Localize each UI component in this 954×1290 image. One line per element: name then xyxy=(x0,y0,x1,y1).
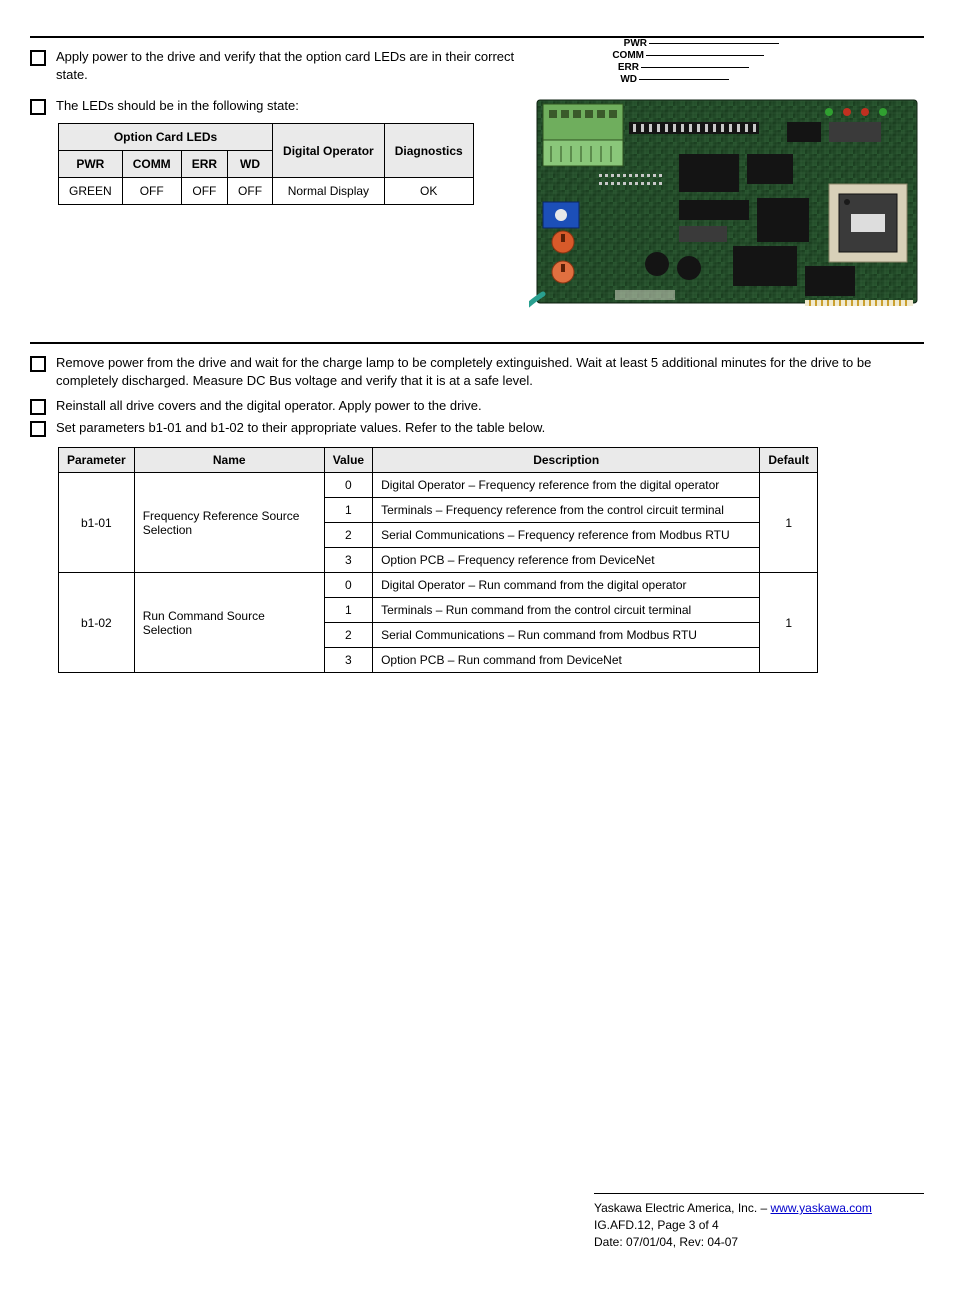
td-diag: OK xyxy=(384,178,473,205)
checkbox-icon[interactable] xyxy=(30,356,46,372)
td-param: b1-02 xyxy=(59,573,135,673)
step-params-text: Set parameters b1-01 and b1-02 to their … xyxy=(56,419,545,437)
td-value: 2 xyxy=(324,523,372,548)
td-name: Run Command Source Selection xyxy=(134,573,324,673)
td-desc: Serial Communications – Run command from… xyxy=(373,623,760,648)
td-name: Frequency Reference Source Selection xyxy=(134,473,324,573)
td-desc: Digital Operator – Frequency reference f… xyxy=(373,473,760,498)
th-default: Default xyxy=(760,448,818,473)
td-comm: OFF xyxy=(122,178,181,205)
th-wd: WD xyxy=(228,151,273,178)
page-footer: Yaskawa Electric America, Inc. – www.yas… xyxy=(30,1193,924,1250)
th-comm: COMM xyxy=(122,151,181,178)
th-led-group: Option Card LEDs xyxy=(59,124,273,151)
td-value: 2 xyxy=(324,623,372,648)
step-removepower-text: Remove power from the drive and wait for… xyxy=(56,354,876,389)
label-err-text: ERR xyxy=(618,62,639,73)
th-diag: Diagnostics xyxy=(384,124,473,178)
footer-link[interactable]: www.yaskawa.com xyxy=(771,1201,872,1215)
td-desc: Terminals – Frequency reference from the… xyxy=(373,498,760,523)
footer-doc: IG.AFD.12, Page 3 of 4 xyxy=(594,1218,719,1232)
td-value: 0 xyxy=(324,573,372,598)
td-value: 1 xyxy=(324,498,372,523)
checkbox-icon[interactable] xyxy=(30,99,46,115)
td-digop: Normal Display xyxy=(273,178,385,205)
label-pwr: PWR xyxy=(624,38,779,49)
footer-right: Yaskawa Electric America, Inc. – www.yas… xyxy=(594,1193,924,1250)
param-table: Parameter Name Value Description Default… xyxy=(58,447,818,673)
th-digop: Digital Operator xyxy=(273,124,385,178)
th-pwr: PWR xyxy=(59,151,123,178)
td-desc: Option PCB – Run command from DeviceNet xyxy=(373,648,760,673)
td-value: 3 xyxy=(324,648,372,673)
label-wd-text: WD xyxy=(620,74,637,85)
td-wd: OFF xyxy=(228,178,273,205)
td-desc: Terminals – Run command from the control… xyxy=(373,598,760,623)
step-reinstall-text: Reinstall all drive covers and the digit… xyxy=(56,397,482,415)
led-state-table: Option Card LEDs Digital Operator Diagno… xyxy=(58,123,474,205)
label-wd: WD xyxy=(620,74,729,85)
td-err: OFF xyxy=(181,178,227,205)
checkbox-icon[interactable] xyxy=(30,421,46,437)
board-figure: PWR COMM ERR WD xyxy=(529,38,924,309)
mid-rule xyxy=(30,342,924,344)
footer-date: Date: 07/01/04, Rev: 04-07 xyxy=(594,1235,738,1249)
th-err: ERR xyxy=(181,151,227,178)
footer-rule xyxy=(594,1193,924,1194)
label-comm: COMM xyxy=(612,50,764,61)
check-row-removepower: Remove power from the drive and wait for… xyxy=(30,354,924,389)
section-params: Remove power from the drive and wait for… xyxy=(30,354,924,673)
td-desc: Option PCB – Frequency reference from De… xyxy=(373,548,760,573)
td-desc: Digital Operator – Run command from the … xyxy=(373,573,760,598)
board-svg xyxy=(529,94,924,309)
th-desc: Description xyxy=(373,448,760,473)
th-param: Parameter xyxy=(59,448,135,473)
board-label-block: PWR COMM ERR WD xyxy=(529,38,924,94)
checkbox-icon[interactable] xyxy=(30,399,46,415)
td-value: 1 xyxy=(324,598,372,623)
label-comm-text: COMM xyxy=(612,50,644,61)
label-err: ERR xyxy=(618,62,749,73)
td-default: 1 xyxy=(760,473,818,573)
td-value: 0 xyxy=(324,473,372,498)
td-pwr: GREEN xyxy=(59,178,123,205)
th-name: Name xyxy=(134,448,324,473)
checkbox-icon[interactable] xyxy=(30,50,46,66)
check-row-reinstall: Reinstall all drive covers and the digit… xyxy=(30,397,924,415)
td-value: 3 xyxy=(324,548,372,573)
label-pwr-text: PWR xyxy=(624,38,647,49)
td-default: 1 xyxy=(760,573,818,673)
td-param: b1-01 xyxy=(59,473,135,573)
step-leds-text: Apply power to the drive and verify that… xyxy=(56,48,516,83)
step-ledstable-text: The LEDs should be in the following stat… xyxy=(56,97,299,115)
section-led-verify: PWR COMM ERR WD xyxy=(30,48,924,328)
th-value: Value xyxy=(324,448,372,473)
footer-company: Yaskawa Electric America, Inc. xyxy=(594,1201,757,1215)
td-desc: Serial Communications – Frequency refere… xyxy=(373,523,760,548)
check-row-params: Set parameters b1-01 and b1-02 to their … xyxy=(30,419,924,437)
